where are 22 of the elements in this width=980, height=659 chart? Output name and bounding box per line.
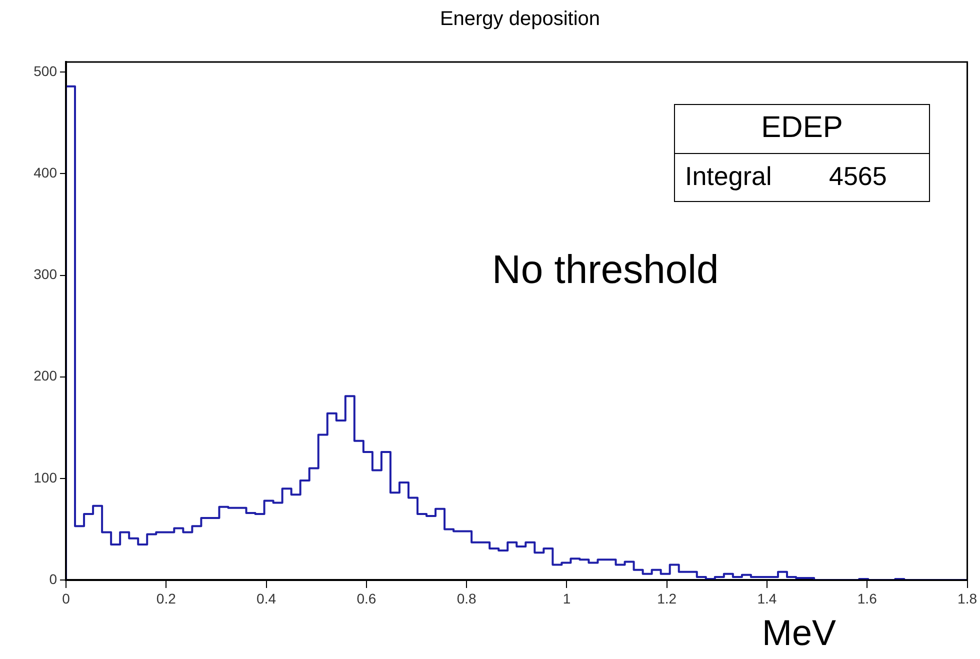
x-tick-label: 1.2 (657, 590, 677, 606)
x-tick-label: 1 (562, 590, 571, 606)
x-tick-label: 0 (62, 590, 70, 606)
x-tick-label: 1.8 (958, 590, 978, 606)
annotation: 4565 (829, 161, 887, 192)
x-tick-label: 0.2 (156, 590, 176, 606)
x-tick-label: 0.8 (456, 590, 477, 606)
annotation: EDEP (760, 111, 844, 145)
x-tick-label: 1.6 (857, 590, 878, 606)
y-tick-label: 100 (34, 469, 58, 486)
x-axis-title: MeV (762, 612, 836, 654)
x-tick-label: 1.4 (757, 590, 777, 606)
annotation: No threshold (492, 248, 719, 293)
chart-title: Energy deposition (438, 8, 602, 31)
x-tick-label: 0.6 (356, 590, 376, 606)
y-tick-label: 300 (34, 266, 58, 282)
y-tick-label: 500 (34, 63, 58, 80)
y-tick-label: 0 (49, 570, 58, 587)
x-tick-label: 0.4 (256, 590, 276, 606)
y-tick-label: 400 (34, 164, 58, 181)
y-tick-label: 200 (34, 368, 58, 384)
annotation: Integral (685, 161, 772, 192)
